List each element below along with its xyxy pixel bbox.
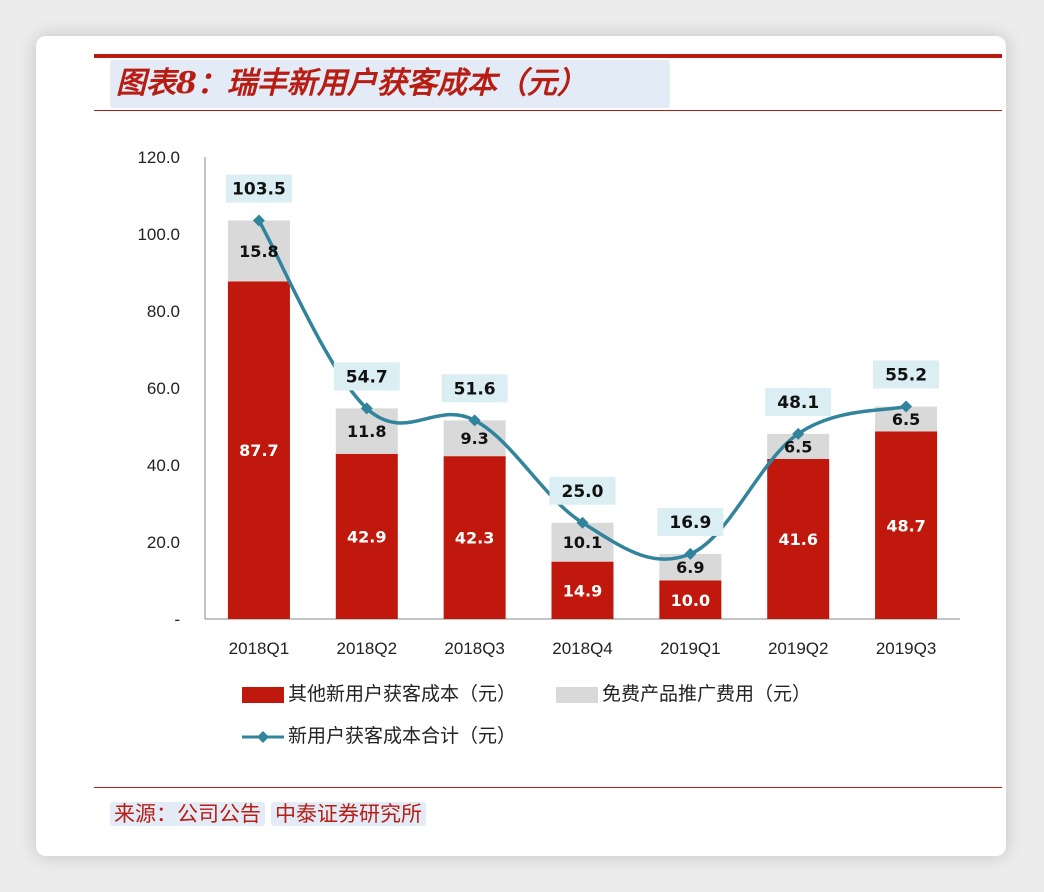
top-divider	[94, 54, 1002, 58]
legend-label-promo-cost: 免费产品推广费用（元）	[602, 683, 812, 705]
data-label-total-bg	[333, 362, 400, 391]
bar-promo-cost	[551, 522, 614, 562]
bar-other-cost	[767, 458, 830, 619]
total-cost-marker	[684, 547, 697, 560]
title-highlight	[110, 60, 670, 108]
legend-label-other-cost: 其他新用户获客成本（元）	[288, 683, 517, 705]
data-label-total-cost: 51.6	[454, 379, 496, 399]
chart-card	[36, 36, 1006, 856]
x-tick-label: 2018Q4	[552, 639, 613, 658]
x-tick-label: 2019Q3	[876, 639, 937, 658]
bar-other-cost	[551, 561, 614, 619]
y-tick-label: 60.0	[147, 379, 180, 398]
y-tick-label: 40.0	[147, 456, 180, 475]
chart-title: 图表8：瑞丰新用户获客成本（元）	[116, 66, 587, 101]
bar-promo-cost	[227, 220, 290, 282]
bar-other-cost	[227, 281, 290, 619]
data-label-total-bg	[873, 360, 940, 389]
legend-item-promo-cost: 免费产品推广费用（元）	[556, 681, 811, 707]
y-tick-label: 80.0	[147, 302, 180, 321]
legend-swatch-other-cost	[242, 686, 284, 703]
legend-item-other-cost: 其他新用户获客成本（元）	[242, 681, 516, 707]
total-cost-line	[257, 219, 907, 561]
bar-other-cost	[875, 431, 938, 619]
source-note: 来源：公司公告 中泰证券研究所	[110, 796, 432, 832]
x-tick-label: 2019Q2	[768, 639, 829, 658]
total-cost-marker	[360, 402, 373, 415]
legend-label-total-cost: 新用户获客成本合计（元）	[288, 725, 517, 747]
bar-other-cost	[443, 456, 506, 619]
total-cost-marker	[468, 414, 481, 427]
data-label-total-bg	[549, 476, 616, 505]
total-cost-marker	[576, 516, 589, 529]
legend-swatch-total-cost	[242, 730, 284, 743]
bar-promo-cost	[335, 408, 398, 454]
bar-other-cost	[335, 453, 398, 619]
data-label-total-bg	[657, 507, 724, 536]
data-label-other-cost: 41.6	[778, 530, 817, 549]
bar-other-cost	[659, 580, 722, 619]
data-label-total-cost: 16.9	[669, 513, 711, 533]
source-prefix: 来源：公司公告	[110, 802, 265, 826]
data-label-promo-cost: 9.3	[460, 429, 488, 448]
data-label-promo-cost: 11.8	[347, 422, 386, 441]
source-org: 中泰证券研究所	[271, 802, 426, 826]
legend-swatch-promo-cost	[556, 686, 598, 703]
data-label-total-cost: 25.0	[562, 482, 604, 502]
data-label-other-cost: 48.7	[886, 516, 925, 535]
total-cost-marker	[900, 400, 913, 413]
data-label-total-cost: 103.5	[232, 180, 286, 200]
x-tick-label: 2018Q1	[229, 639, 290, 658]
data-label-total-bg	[441, 374, 508, 403]
legend-item-total-cost: 新用户获客成本合计（元）	[242, 723, 516, 749]
data-label-promo-cost: 6.5	[784, 437, 812, 456]
data-label-total-cost: 54.7	[346, 367, 388, 387]
data-label-promo-cost: 15.8	[239, 242, 278, 261]
title-divider	[94, 110, 1002, 111]
x-tick-label: 2018Q3	[444, 639, 505, 658]
bottom-divider	[94, 787, 1002, 788]
x-tick-label: 2018Q2	[337, 639, 398, 658]
data-label-other-cost: 14.9	[563, 581, 602, 600]
data-label-promo-cost: 6.5	[892, 410, 920, 429]
data-label-total-cost: 48.1	[777, 393, 819, 413]
y-tick-label: 120.0	[137, 148, 180, 167]
data-label-other-cost: 42.3	[455, 529, 494, 548]
total-cost-marker	[252, 214, 265, 227]
data-label-promo-cost: 6.9	[676, 558, 704, 577]
data-label-total-bg	[765, 387, 832, 416]
y-tick-label: 100.0	[137, 225, 180, 244]
data-label-other-cost: 10.0	[671, 591, 710, 610]
y-tick-label: 20.0	[147, 533, 180, 552]
total-cost-marker	[792, 427, 805, 440]
data-label-total-bg	[225, 174, 292, 203]
data-label-other-cost: 42.9	[347, 527, 386, 546]
x-tick-label: 2019Q1	[660, 639, 721, 658]
data-label-promo-cost: 10.1	[563, 533, 602, 552]
data-label-total-cost: 55.2	[885, 365, 927, 385]
y-tick-label: -	[174, 610, 180, 629]
data-label-other-cost: 87.7	[239, 441, 278, 460]
